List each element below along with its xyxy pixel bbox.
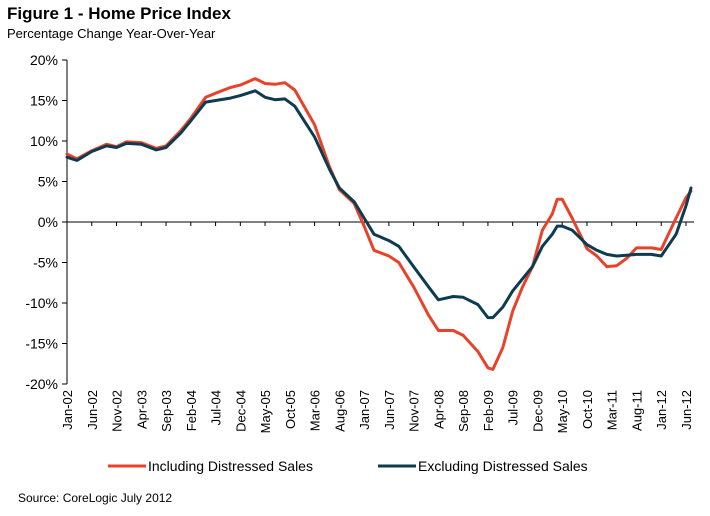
x-tick-label: Jun-02 [85, 390, 100, 430]
x-tick-label: Nov-07 [407, 390, 422, 432]
x-tick-label: Aug-06 [332, 390, 347, 432]
x-tick-label: Jul-09 [506, 390, 521, 425]
legend-label: Excluding Distressed Sales [418, 458, 588, 474]
x-tick-label: Mar-11 [605, 390, 620, 430]
x-tick-label: Mar-06 [308, 390, 323, 431]
legend-label: Including Distressed Sales [148, 458, 313, 474]
x-tick-label: Feb-09 [481, 390, 496, 431]
y-tick-label: 15% [30, 93, 58, 109]
y-tick-label: 0% [38, 214, 58, 230]
chart-title: Figure 1 - Home Price Index [7, 4, 231, 23]
y-tick-label: -15% [25, 336, 58, 352]
y-axis-ticks: 20% 15% 10% 5% 0% -5% -10% -15% -20% [25, 52, 67, 392]
series-line-including-distressed [65, 77, 693, 371]
x-tick-label: Oct-10 [580, 390, 595, 429]
chart-subtitle: Percentage Change Year-Over-Year [7, 26, 216, 41]
y-tick-label: -5% [33, 255, 58, 271]
series-line-excluding-distressed [65, 89, 693, 320]
x-tick-label: Apr-03 [134, 390, 149, 429]
x-tick-label: Nov-02 [110, 390, 125, 432]
y-tick-label: -20% [25, 376, 58, 392]
y-tick-label: -10% [25, 295, 58, 311]
x-tick-label: Dec-09 [530, 390, 545, 432]
x-tick-label: Jan-02 [60, 390, 75, 430]
x-tick-label: Feb-04 [184, 390, 199, 431]
x-axis-ticks: Jan-02 Jun-02 Nov-02 Apr-03 Sep-03 Feb-04 Jul-… [60, 222, 694, 433]
x-tick-label: Sep-08 [456, 390, 471, 432]
y-tick-label: 10% [30, 133, 58, 149]
x-tick-label: Oct-05 [283, 390, 298, 429]
x-tick-label: Jun-12 [679, 390, 694, 430]
y-tick-label: 5% [38, 174, 58, 190]
x-tick-label: May-05 [258, 390, 273, 433]
x-tick-label: Dec-04 [233, 390, 248, 432]
chart-axes [66, 60, 694, 384]
x-tick-label: Jun-07 [382, 390, 397, 430]
x-tick-label: Aug-11 [629, 390, 644, 431]
source-note: Source: CoreLogic July 2012 [18, 491, 173, 505]
x-tick-label: May-10 [555, 390, 570, 433]
series-lines [65, 77, 693, 371]
x-tick-label: Apr-08 [431, 390, 446, 429]
x-tick-label: Jan-07 [357, 390, 372, 430]
y-tick-label: 20% [30, 52, 58, 68]
x-tick-label: Jan-12 [654, 390, 669, 430]
x-tick-label: Jul-04 [209, 390, 224, 425]
x-tick-label: Sep-03 [159, 390, 174, 432]
legend: Including Distressed Sales Excluding Dist… [108, 458, 588, 474]
